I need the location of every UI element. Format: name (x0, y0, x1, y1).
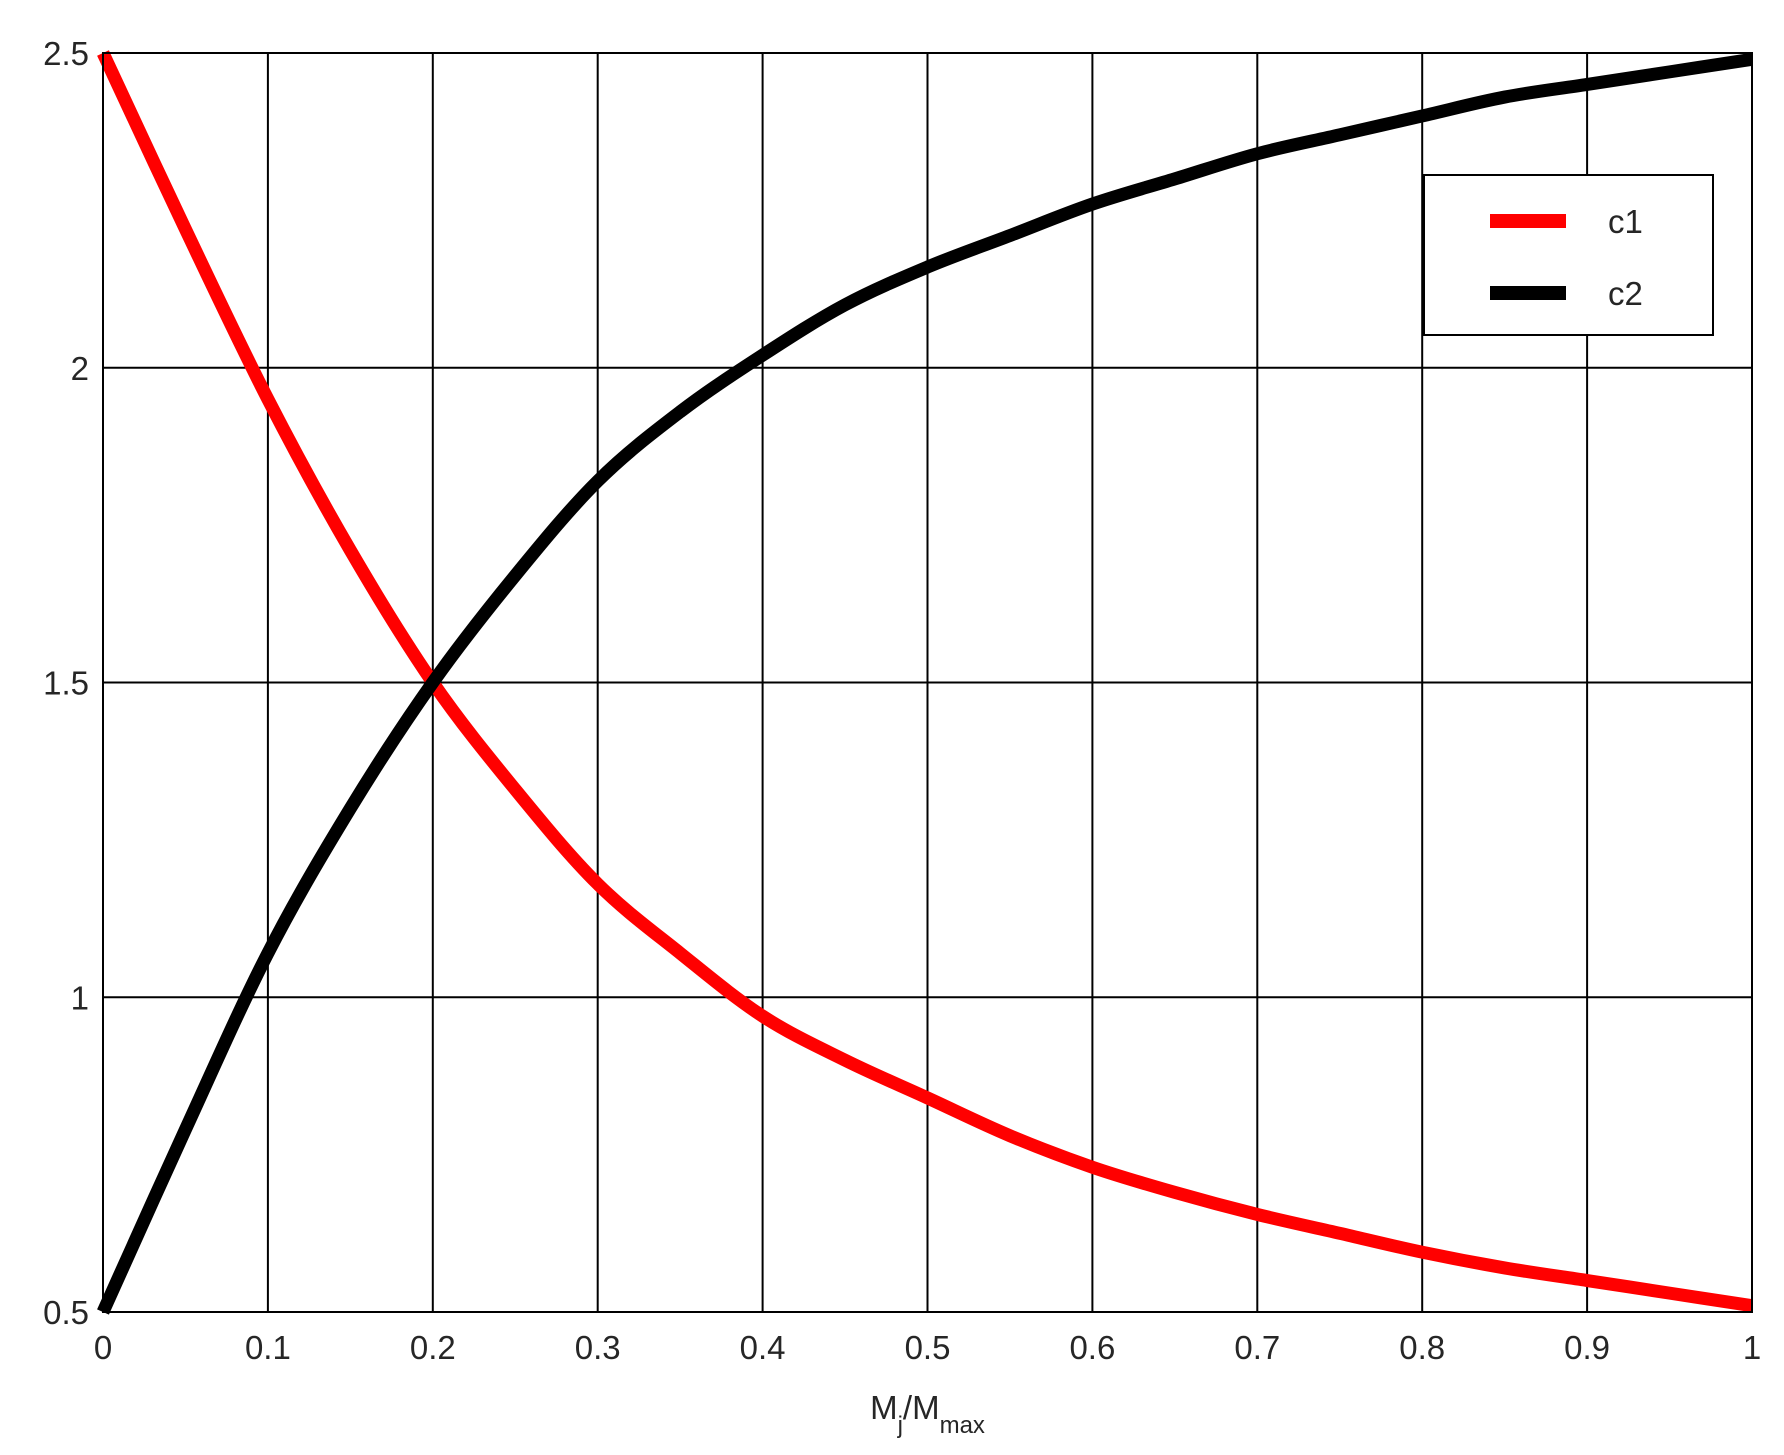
x-tick-label: 0.2 (410, 1329, 456, 1366)
x-tick-label: 0.9 (1564, 1329, 1610, 1366)
y-tick-label: 1 (71, 979, 89, 1016)
tick-labels: 0 0.1 0.2 0.3 0.4 0.5 0.6 0.7 0.8 0.9 1 0.5 1 1.5 2 2.5 (43, 35, 1761, 1366)
legend-box (1423, 174, 1714, 336)
x-tick-label: 0 (94, 1329, 112, 1366)
x-axis-label-sub2: max (940, 1412, 985, 1439)
x-tick-label: 0.6 (1069, 1329, 1115, 1366)
series-lines (97, 50, 1753, 1315)
series-line-c1 (97, 50, 1753, 1313)
x-axis-label-main: M (870, 1389, 898, 1426)
x-tick-label: 0.1 (245, 1329, 291, 1366)
x-tick-label: 0.4 (740, 1329, 786, 1366)
legend: c1 c2 (1423, 174, 1714, 336)
x-tick-label: 0.5 (905, 1329, 951, 1366)
legend-label-c1: c1 (1608, 203, 1643, 240)
x-axis-label-mid: /M (903, 1389, 940, 1426)
legend-label-c2: c2 (1608, 275, 1643, 312)
y-tick-label: 2.5 (43, 35, 89, 72)
x-axis-label-sub1: j (897, 1412, 903, 1439)
y-tick-label: 1.5 (43, 665, 89, 702)
plot-area-border (102, 52, 1753, 1313)
y-tick-label: 2 (71, 350, 89, 387)
x-tick-label: 0.7 (1234, 1329, 1280, 1366)
x-axis-label: Mj/Mmax (870, 1389, 985, 1439)
x-tick-label: 1 (1743, 1329, 1761, 1366)
series-line-c2 (97, 52, 1753, 1315)
x-tick-label: 0.3 (575, 1329, 621, 1366)
y-tick-label: 0.5 (43, 1294, 89, 1331)
x-tick-label: 0.8 (1399, 1329, 1445, 1366)
